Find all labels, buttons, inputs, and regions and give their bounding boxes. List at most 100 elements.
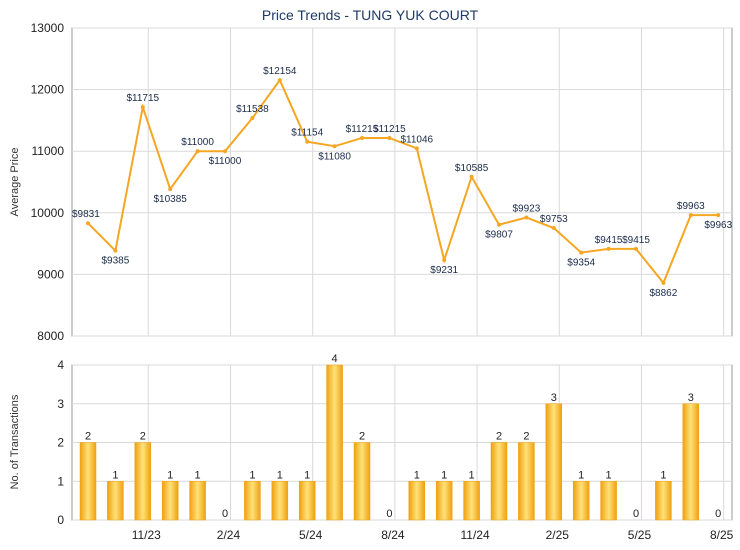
price-data-label: $8862 bbox=[649, 288, 677, 299]
x-tick-label: 2/25 bbox=[546, 528, 570, 542]
price-point bbox=[551, 226, 556, 231]
price-data-label: $11215 bbox=[346, 124, 379, 135]
chart-title: Price Trends - TUNG YUK COURT bbox=[262, 7, 479, 23]
x-tick-label: 11/23 bbox=[132, 528, 161, 542]
transaction-count-label: 1 bbox=[167, 469, 173, 481]
price-y-axis-label: Average Price bbox=[9, 148, 21, 217]
x-tick-label: 8/25 bbox=[710, 528, 734, 542]
transactions-y-tick-label: 1 bbox=[57, 474, 64, 488]
transaction-bar bbox=[353, 442, 371, 521]
price-y-tick-label: 11000 bbox=[32, 144, 65, 158]
price-point bbox=[579, 250, 584, 255]
price-y-ticks: 8000 9000 10000 11000 12000 13000 bbox=[31, 21, 65, 343]
price-point bbox=[168, 187, 173, 192]
price-point bbox=[223, 149, 227, 154]
transaction-count-label: 1 bbox=[414, 469, 420, 481]
x-tick-label: 5/24 bbox=[299, 528, 323, 542]
price-data-label: $11154 bbox=[291, 128, 323, 139]
price-data-label: $10385 bbox=[154, 194, 188, 205]
price-point bbox=[360, 135, 364, 140]
price-point bbox=[250, 116, 255, 121]
transaction-bar bbox=[490, 442, 508, 521]
price-y-tick-label: 9000 bbox=[37, 267, 64, 281]
transaction-bar bbox=[134, 442, 152, 521]
price-data-label: $9831 bbox=[72, 209, 100, 220]
transaction-bar bbox=[518, 442, 535, 521]
price-points bbox=[86, 78, 721, 285]
price-data-label: $9753 bbox=[540, 214, 568, 225]
transaction-count-label: 1 bbox=[606, 469, 612, 481]
transaction-count-label: 1 bbox=[441, 469, 447, 481]
price-point bbox=[387, 135, 392, 140]
price-series-line bbox=[87, 78, 719, 285]
price-gridlines bbox=[72, 27, 732, 337]
x-tick-label: 2/24 bbox=[217, 528, 241, 542]
transactions-y-ticks: 0 1 2 3 4 bbox=[57, 358, 64, 527]
transaction-count-label: 1 bbox=[469, 469, 475, 481]
transaction-count-label: 1 bbox=[277, 469, 283, 481]
x-tick-label: 5/25 bbox=[628, 528, 652, 542]
transaction-count-label: 1 bbox=[578, 469, 584, 481]
transaction-bar bbox=[655, 481, 672, 521]
transaction-count-label: 1 bbox=[304, 469, 310, 481]
transaction-bar bbox=[271, 481, 289, 521]
transaction-count-label: 3 bbox=[688, 392, 694, 404]
transaction-count-label: 1 bbox=[660, 469, 666, 481]
transaction-count-label: 2 bbox=[496, 431, 502, 443]
price-data-label: $9923 bbox=[512, 204, 540, 215]
transaction-count-label: 0 bbox=[386, 508, 392, 520]
price-point bbox=[305, 139, 310, 144]
price-point bbox=[86, 221, 90, 226]
price-point bbox=[442, 258, 447, 263]
price-point bbox=[524, 215, 529, 220]
price-data-label: $11000 bbox=[181, 137, 214, 148]
price-data-label: $9354 bbox=[567, 258, 595, 269]
transactions-y-tick-label: 3 bbox=[57, 397, 64, 411]
price-y-tick-label: 10000 bbox=[31, 206, 65, 220]
transaction-count-label: 0 bbox=[633, 508, 639, 520]
price-data-label: $9963 bbox=[677, 201, 705, 212]
price-data-label: $11538 bbox=[236, 104, 269, 115]
price-point bbox=[195, 149, 200, 154]
price-data-label: $11000 bbox=[209, 156, 242, 167]
price-point bbox=[661, 280, 666, 285]
transaction-bar bbox=[107, 481, 124, 521]
price-plot-frame bbox=[71, 27, 733, 337]
price-point bbox=[469, 174, 474, 179]
x-axis-ticks: 11/23 2/24 5/24 8/24 11/24 2/25 5/25 8/25 bbox=[132, 528, 734, 542]
transaction-bar bbox=[600, 481, 617, 521]
price-data-label: $9807 bbox=[485, 230, 513, 241]
price-data-label: $11046 bbox=[400, 134, 433, 145]
transaction-count-label: 2 bbox=[85, 431, 91, 443]
price-data-label: $10585 bbox=[455, 163, 489, 174]
transactions-y-tick-label: 0 bbox=[57, 513, 64, 527]
transaction-bar bbox=[545, 403, 563, 521]
transaction-count-labels: 2 1 2 1 1 0 1 1 1 4 2 0 1 1 1 2 2 3 1 1 0 1 3 0 bbox=[85, 353, 721, 520]
transaction-bar bbox=[435, 481, 453, 521]
price-point bbox=[688, 213, 693, 218]
price-data-label: $11080 bbox=[318, 151, 351, 162]
transactions-y-tick-label: 2 bbox=[57, 436, 64, 450]
transactions-y-axis-label: No. of Transactions bbox=[9, 394, 21, 489]
transaction-count-label: 1 bbox=[112, 469, 118, 481]
transaction-bar bbox=[682, 403, 700, 521]
price-data-label: $11215 bbox=[373, 124, 406, 135]
transaction-bar bbox=[161, 481, 179, 521]
transaction-bar bbox=[463, 481, 480, 521]
transaction-count-label: 2 bbox=[359, 431, 365, 443]
transaction-bar bbox=[244, 481, 261, 521]
price-y-tick-label: 12000 bbox=[31, 83, 65, 97]
transaction-bar bbox=[572, 481, 590, 521]
price-data-labels: $9831 $9385 $11715 $10385 $11000 $11000 $11538… bbox=[72, 66, 733, 299]
x-tick-label: 11/24 bbox=[461, 528, 490, 542]
price-y-tick-label: 8000 bbox=[37, 329, 64, 343]
transaction-count-label: 0 bbox=[222, 508, 228, 520]
transaction-bars bbox=[79, 364, 700, 521]
transaction-count-label: 1 bbox=[195, 469, 201, 481]
price-point bbox=[497, 222, 501, 227]
transaction-count-label: 3 bbox=[551, 392, 557, 404]
transaction-count-label: 2 bbox=[523, 431, 529, 443]
transaction-bar bbox=[408, 481, 426, 521]
price-point bbox=[414, 146, 419, 151]
